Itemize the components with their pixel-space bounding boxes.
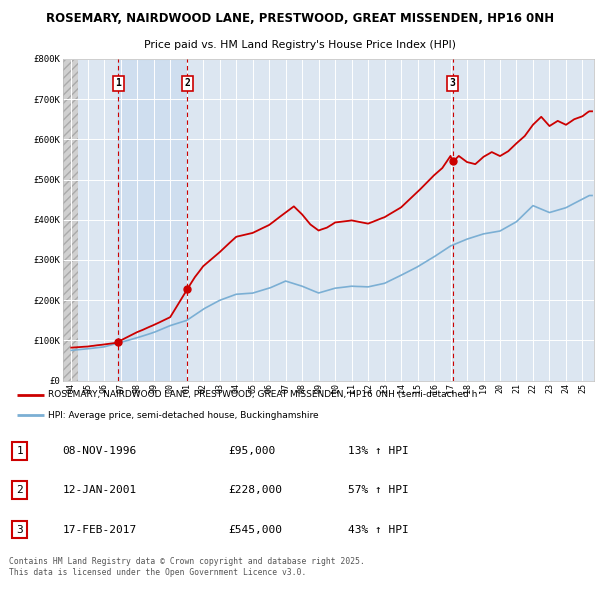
Text: 08-NOV-1996: 08-NOV-1996 [62,446,137,456]
Text: 3: 3 [450,78,455,88]
Text: 57% ↑ HPI: 57% ↑ HPI [347,486,408,495]
Text: 17-FEB-2017: 17-FEB-2017 [62,525,137,535]
Text: 12-JAN-2001: 12-JAN-2001 [62,486,137,495]
Text: Contains HM Land Registry data © Crown copyright and database right 2025.
This d: Contains HM Land Registry data © Crown c… [9,558,365,576]
Text: HPI: Average price, semi-detached house, Buckinghamshire: HPI: Average price, semi-detached house,… [49,411,319,420]
Text: 1: 1 [115,78,121,88]
Text: ROSEMARY, NAIRDWOOD LANE, PRESTWOOD, GREAT MISSENDEN, HP16 0NH (semi-detached h: ROSEMARY, NAIRDWOOD LANE, PRESTWOOD, GRE… [49,391,478,399]
Text: Price paid vs. HM Land Registry's House Price Index (HPI): Price paid vs. HM Land Registry's House … [144,40,456,50]
Text: 3: 3 [16,525,23,535]
Text: £228,000: £228,000 [229,486,283,495]
Text: 1: 1 [16,446,23,456]
Text: £545,000: £545,000 [229,525,283,535]
Text: ROSEMARY, NAIRDWOOD LANE, PRESTWOOD, GREAT MISSENDEN, HP16 0NH: ROSEMARY, NAIRDWOOD LANE, PRESTWOOD, GRE… [46,12,554,25]
Text: 43% ↑ HPI: 43% ↑ HPI [347,525,408,535]
Text: £95,000: £95,000 [229,446,276,456]
Text: 13% ↑ HPI: 13% ↑ HPI [347,446,408,456]
Bar [118,59,187,381]
Text: 2: 2 [16,486,23,495]
Text: 2: 2 [184,78,190,88]
